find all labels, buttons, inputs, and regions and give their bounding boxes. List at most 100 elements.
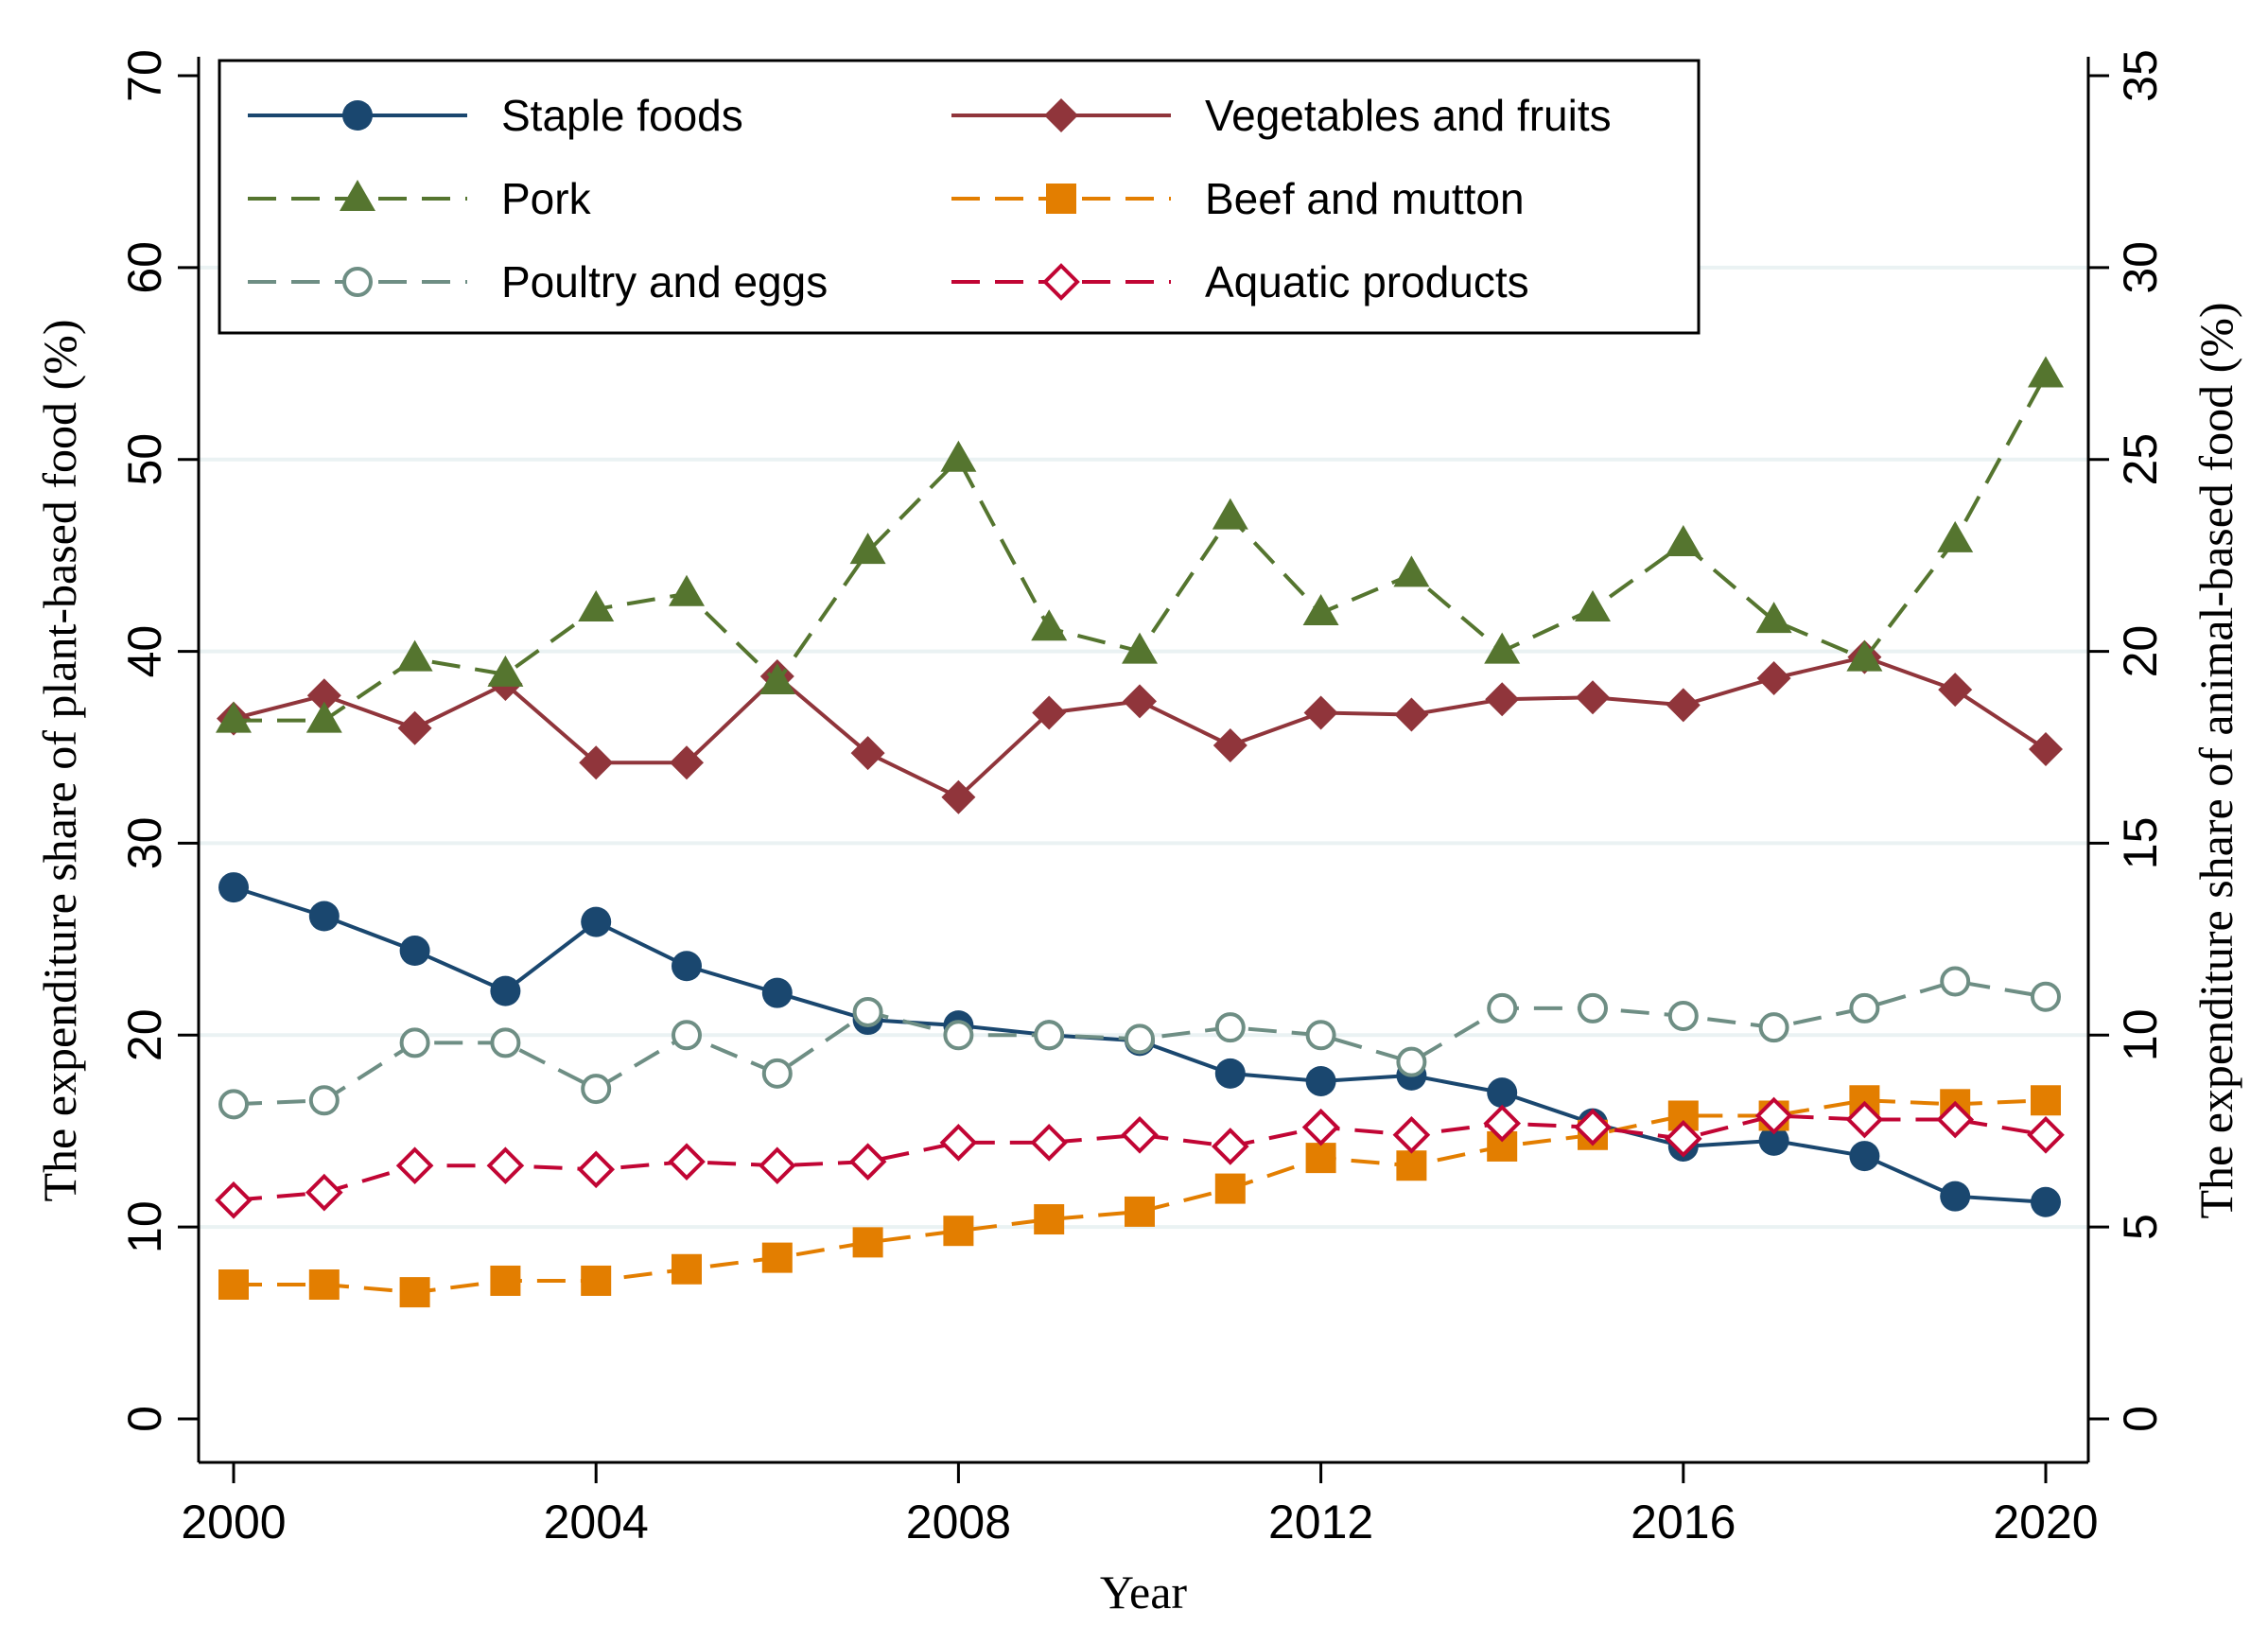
data-point-aquatic-products bbox=[758, 1146, 796, 1185]
data-point-aquatic-products bbox=[1754, 1096, 1793, 1135]
data-point-aquatic-products bbox=[215, 1181, 253, 1219]
data-point-pork bbox=[305, 701, 342, 733]
data-point-pork bbox=[849, 533, 886, 565]
data-point-staple-foods bbox=[1940, 1181, 1971, 1212]
legend-label: Vegetables and fruits bbox=[1205, 91, 1612, 140]
data-point-staple-foods bbox=[1758, 1125, 1789, 1156]
data-point-beef-and-mutton bbox=[852, 1227, 883, 1258]
data-point-aquatic-products bbox=[1211, 1128, 1249, 1165]
x-tick-label: 2020 bbox=[1993, 1496, 2098, 1548]
series-line-beef-and-mutton bbox=[234, 1098, 2047, 1295]
data-point-beef-and-mutton bbox=[672, 1253, 702, 1285]
data-point-staple-foods bbox=[581, 906, 612, 937]
data-point-beef-and-mutton bbox=[308, 1269, 340, 1300]
y-left-tick-label: 40 bbox=[118, 625, 171, 678]
data-point-staple-foods bbox=[1487, 1077, 1518, 1109]
series-line-aquatic-products bbox=[233, 1113, 2047, 1202]
data-point-vegetables-and-fruits bbox=[1123, 684, 1157, 719]
data-point-staple-foods bbox=[1214, 1058, 1246, 1089]
y-left-tick-label: 70 bbox=[118, 49, 171, 102]
right-axis-title: The expenditure share of animal-based fo… bbox=[2189, 302, 2242, 1218]
series-beef-and-mutton bbox=[218, 1085, 2061, 1308]
data-point-aquatic-products bbox=[2027, 1115, 2065, 1154]
x-tick-label: 2012 bbox=[1268, 1496, 1373, 1548]
data-point-staple-foods bbox=[399, 936, 430, 967]
data-point-pork bbox=[1937, 520, 1974, 552]
data-point-pork bbox=[396, 639, 433, 672]
data-point-aquatic-products bbox=[1845, 1100, 1884, 1139]
data-point-vegetables-and-fruits bbox=[850, 736, 885, 771]
series-pork bbox=[216, 356, 2064, 733]
data-point-aquatic-products bbox=[1121, 1115, 1159, 1154]
data-point-poultry-and-eggs bbox=[672, 1020, 702, 1051]
data-point-vegetables-and-fruits bbox=[1576, 680, 1610, 715]
data-point-poultry-and-eggs bbox=[308, 1085, 340, 1116]
data-point-poultry-and-eggs bbox=[1667, 1001, 1699, 1031]
series-group bbox=[215, 356, 2065, 1308]
data-point-beef-and-mutton bbox=[943, 1216, 974, 1247]
data-point-aquatic-products bbox=[939, 1124, 978, 1162]
data-point-staple-foods bbox=[672, 951, 702, 982]
series-poultry-and-eggs bbox=[218, 966, 2061, 1120]
data-point-pork bbox=[1665, 524, 1701, 556]
data-point-beef-and-mutton bbox=[2031, 1085, 2061, 1116]
data-point-vegetables-and-fruits bbox=[1032, 695, 1067, 730]
data-point-pork bbox=[1484, 632, 1521, 664]
data-point-pork bbox=[1031, 609, 1068, 641]
data-point-vegetables-and-fruits bbox=[1394, 697, 1429, 732]
data-point-aquatic-products bbox=[577, 1150, 616, 1189]
legend-label: Poultry and eggs bbox=[501, 257, 828, 306]
data-point-pork bbox=[940, 440, 977, 472]
data-point-poultry-and-eggs bbox=[399, 1027, 430, 1058]
data-point-pork bbox=[487, 655, 524, 687]
data-point-pork bbox=[578, 589, 615, 621]
data-point-vegetables-and-fruits bbox=[2029, 732, 2063, 767]
data-point-pork bbox=[1212, 498, 1248, 530]
data-point-vegetables-and-fruits bbox=[1938, 673, 1973, 708]
legend-swatch-marker bbox=[340, 180, 375, 211]
data-point-aquatic-products bbox=[1936, 1100, 1975, 1139]
y-left-tick-label: 60 bbox=[118, 241, 171, 294]
data-point-pork bbox=[1302, 594, 1339, 625]
data-point-poultry-and-eggs bbox=[1396, 1046, 1427, 1077]
legend-item-staple-foods: Staple foods bbox=[248, 91, 743, 140]
data-point-aquatic-products bbox=[1483, 1104, 1522, 1143]
legend-label: Aquatic products bbox=[1205, 257, 1529, 306]
data-point-pork bbox=[2028, 356, 2064, 388]
data-point-pork bbox=[759, 663, 795, 695]
data-point-pork bbox=[669, 574, 705, 606]
data-point-poultry-and-eggs bbox=[1214, 1012, 1246, 1043]
data-point-aquatic-products bbox=[668, 1143, 706, 1181]
y-right-tick-label: 25 bbox=[2114, 433, 2167, 486]
y-right-tick-label: 10 bbox=[2114, 1008, 2167, 1061]
data-point-poultry-and-eggs bbox=[1849, 992, 1880, 1023]
data-point-beef-and-mutton bbox=[1034, 1204, 1065, 1235]
legend-item-vegetables-and-fruits: Vegetables and fruits bbox=[951, 91, 1612, 140]
data-point-poultry-and-eggs bbox=[852, 996, 883, 1027]
y-left-tick-label: 10 bbox=[118, 1200, 171, 1253]
legend-swatch-marker bbox=[342, 267, 373, 297]
y-right-tick-label: 5 bbox=[2114, 1214, 2167, 1240]
legend: Staple foods Vegetables and fruits Pork Bee… bbox=[218, 59, 1701, 335]
data-point-pork bbox=[216, 701, 252, 733]
data-point-aquatic-products bbox=[1392, 1115, 1431, 1154]
data-point-aquatic-products bbox=[1574, 1108, 1612, 1146]
data-point-pork bbox=[1575, 589, 1611, 621]
data-point-beef-and-mutton bbox=[1125, 1196, 1155, 1227]
x-tick-label: 2008 bbox=[906, 1496, 1011, 1548]
data-point-staple-foods bbox=[218, 872, 249, 903]
x-tick-label: 2000 bbox=[181, 1496, 286, 1548]
data-point-staple-foods bbox=[1305, 1065, 1336, 1096]
left-axis-title: The expenditure share of plant-based foo… bbox=[33, 320, 86, 1202]
data-point-aquatic-products bbox=[848, 1143, 887, 1181]
data-point-beef-and-mutton bbox=[490, 1265, 521, 1296]
data-point-staple-foods bbox=[308, 901, 340, 932]
data-point-poultry-and-eggs bbox=[581, 1074, 612, 1105]
x-axis-title: Year bbox=[1100, 1566, 1187, 1618]
y-right-tick-label: 20 bbox=[2114, 625, 2167, 678]
data-point-pork bbox=[1755, 602, 1792, 634]
legend-swatch-marker bbox=[1042, 263, 1080, 301]
data-point-poultry-and-eggs bbox=[490, 1027, 521, 1058]
data-point-staple-foods bbox=[761, 977, 793, 1008]
data-point-beef-and-mutton bbox=[761, 1242, 793, 1273]
